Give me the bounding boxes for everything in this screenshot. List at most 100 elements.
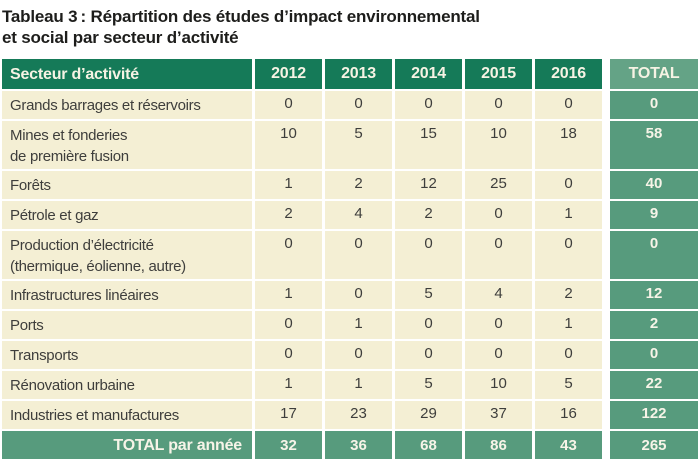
year-value: 0 <box>395 341 462 369</box>
header-year-2014: 2014 <box>395 59 462 89</box>
table-title-line2: et social par secteur d’activité <box>2 28 239 47</box>
year-value: 23 <box>325 401 392 429</box>
column-gap <box>605 431 607 459</box>
sector-cell: Rénovation urbaine <box>2 371 252 399</box>
year-value: 16 <box>535 401 602 429</box>
year-value: 1 <box>255 371 322 399</box>
year-value: 17 <box>255 401 322 429</box>
sector-label: Mines et fonderies <box>10 127 128 144</box>
year-value: 15 <box>395 121 462 169</box>
year-value: 5 <box>395 281 462 309</box>
year-value: 1 <box>255 171 322 199</box>
year-value: 1 <box>325 311 392 339</box>
year-value: 1 <box>255 281 322 309</box>
table-row: Ports 0 1 0 0 1 2 <box>2 311 698 339</box>
sector-label-line2: de première fusion <box>10 148 129 165</box>
year-value: 0 <box>465 231 532 279</box>
sector-cell: Forêts <box>2 171 252 199</box>
year-value: 18 <box>535 121 602 169</box>
row-total: 58 <box>610 121 698 169</box>
row-total: 12 <box>610 281 698 309</box>
row-total: 0 <box>610 341 698 369</box>
column-gap <box>605 401 607 429</box>
row-total: 0 <box>610 231 698 279</box>
column-gap <box>605 311 607 339</box>
footer-year-total: 32 <box>255 431 322 459</box>
year-value: 0 <box>255 311 322 339</box>
year-value: 2 <box>395 201 462 229</box>
header-total: TOTAL <box>610 59 698 89</box>
year-value: 10 <box>465 121 532 169</box>
year-value: 0 <box>535 231 602 279</box>
sector-label: Production d’électricité <box>10 237 154 254</box>
year-value: 4 <box>325 201 392 229</box>
year-value: 0 <box>465 341 532 369</box>
year-value: 2 <box>255 201 322 229</box>
year-value: 25 <box>465 171 532 199</box>
footer-year-total: 68 <box>395 431 462 459</box>
year-value: 2 <box>535 281 602 309</box>
table-title-line1: Tableau 3 : Répartition des études d’imp… <box>2 7 480 26</box>
table-title: Tableau 3 : Répartition des études d’imp… <box>2 6 700 48</box>
column-gap <box>605 231 607 279</box>
year-value: 5 <box>535 371 602 399</box>
year-value: 10 <box>255 121 322 169</box>
year-value: 0 <box>535 91 602 119</box>
year-value: 2 <box>325 171 392 199</box>
year-value: 10 <box>465 371 532 399</box>
column-gap <box>605 171 607 199</box>
table-row: Grands barrages et réservoirs 0 0 0 0 0 … <box>2 91 698 119</box>
year-value: 0 <box>395 231 462 279</box>
year-value: 0 <box>325 231 392 279</box>
year-value: 1 <box>535 311 602 339</box>
year-value: 0 <box>465 311 532 339</box>
year-value: 1 <box>535 201 602 229</box>
year-value: 0 <box>465 91 532 119</box>
table-row: Transports 0 0 0 0 0 0 <box>2 341 698 369</box>
year-value: 0 <box>255 341 322 369</box>
table-row: Pétrole et gaz 2 4 2 0 1 9 <box>2 201 698 229</box>
header-year-2013: 2013 <box>325 59 392 89</box>
sector-cell: Ports <box>2 311 252 339</box>
year-value: 1 <box>325 371 392 399</box>
table-row: Rénovation urbaine 1 1 5 10 5 22 <box>2 371 698 399</box>
footer-year-total: 36 <box>325 431 392 459</box>
table-footer-row: TOTAL par année 32 36 68 86 43 265 <box>2 431 698 459</box>
table-row: Mines et fonderies de première fusion 10 … <box>2 121 698 169</box>
sector-cell: Mines et fonderies de première fusion <box>2 121 252 169</box>
row-total: 0 <box>610 91 698 119</box>
year-value: 4 <box>465 281 532 309</box>
sector-label: Infrastructures linéaires <box>10 287 159 304</box>
year-value: 12 <box>395 171 462 199</box>
year-value: 5 <box>325 121 392 169</box>
year-value: 5 <box>395 371 462 399</box>
column-gap <box>605 201 607 229</box>
sector-label: Industries et manufactures <box>10 407 179 424</box>
column-gap <box>605 281 607 309</box>
year-value: 37 <box>465 401 532 429</box>
year-value: 0 <box>535 171 602 199</box>
column-gap <box>605 341 607 369</box>
sector-label: Rénovation urbaine <box>10 377 135 394</box>
year-value: 0 <box>325 341 392 369</box>
header-year-2015: 2015 <box>465 59 532 89</box>
table-row: Industries et manufactures 17 23 29 37 1… <box>2 401 698 429</box>
sector-label: Ports <box>10 317 44 334</box>
column-gap <box>605 121 607 169</box>
sector-cell: Industries et manufactures <box>2 401 252 429</box>
header-year-2012: 2012 <box>255 59 322 89</box>
sector-label: Forêts <box>10 177 51 194</box>
footer-label: TOTAL par année <box>2 431 252 459</box>
year-value: 0 <box>465 201 532 229</box>
row-total: 2 <box>610 311 698 339</box>
sector-cell: Pétrole et gaz <box>2 201 252 229</box>
sector-cell: Infrastructures linéaires <box>2 281 252 309</box>
sector-label: Transports <box>10 347 79 364</box>
sector-cell: Grands barrages et réservoirs <box>2 91 252 119</box>
sector-cell: Transports <box>2 341 252 369</box>
sector-label: Grands barrages et réservoirs <box>10 97 201 114</box>
sector-label-line2: (thermique, éolienne, autre) <box>10 258 186 275</box>
table-row: Forêts 1 2 12 25 0 40 <box>2 171 698 199</box>
row-total: 40 <box>610 171 698 199</box>
sector-label: Pétrole et gaz <box>10 207 99 224</box>
